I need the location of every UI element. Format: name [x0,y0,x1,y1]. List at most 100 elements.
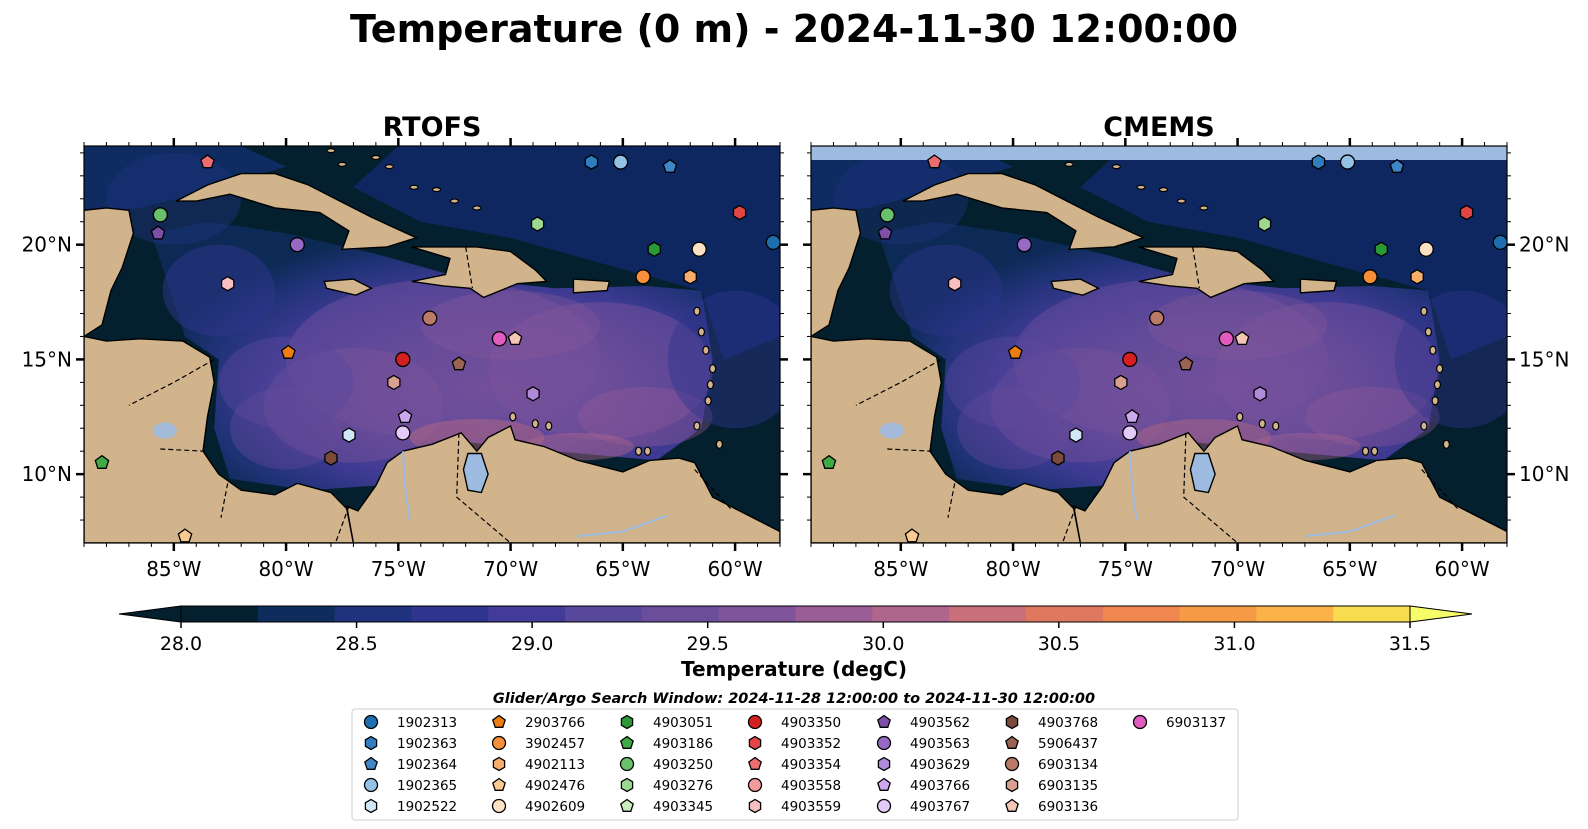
y-tick-label: 20°N [1519,233,1569,257]
island-bahamas [1136,184,1146,190]
x-tick-label: 70°W [1210,557,1265,581]
colorbar-tick-label: 30.0 [862,633,904,655]
island [545,421,553,431]
x-tick-label: 70°W [483,557,538,581]
legend-marker-4903563 [876,735,892,751]
colorbar-segment [1025,606,1104,622]
legend-label: 2903766 [525,715,585,731]
island-bahamas [1199,205,1209,211]
country-border [947,483,956,518]
legend-label: 5906437 [1038,736,1098,752]
legend-marker-1902364 [364,756,378,770]
temperature-eddy [420,290,601,360]
legend-item-1902522: 1902522 [364,798,457,815]
float-marker-6903137 [1218,331,1235,347]
legend-item-4903766: 4903766 [877,777,970,794]
legend-marker-4903354 [748,756,762,770]
float-marker-4902476 [904,528,920,543]
panel-frame-rtofs [83,145,781,544]
colorbar-segment [641,606,720,622]
float-marker-4902476 [177,528,193,543]
country-border [334,506,350,543]
landmass-hispaniola [411,246,549,299]
legend-label: 4903629 [910,757,970,773]
legend-marker-1902365 [363,777,379,793]
colorbar-segment [257,606,336,622]
island-bahamas [326,147,336,154]
colorbar-segment [718,606,797,622]
float-marker-2903766 [1007,344,1023,359]
float-marker-6903134 [422,310,438,326]
float-marker-4903276 [1257,216,1272,232]
temperature-eddy [667,290,780,429]
axes-rtofs: 85°W 80°W 75°W 70°W 65°W 60°W 10°N 15°N 20°N [22,138,788,581]
float-marker-5906437 [451,356,467,371]
atlantic-band [1080,146,1507,360]
island [643,446,652,456]
colorbar-segment [1256,606,1334,622]
country-border [128,358,215,406]
legend-label: 4903276 [653,778,713,794]
legend-label: 4903354 [781,757,841,773]
colorbar-segment [795,606,873,622]
legend-marker-4903559 [748,798,762,814]
float-marker-1902363 [584,154,599,170]
island [509,412,517,422]
colorbar-segment [488,606,566,622]
legend-box [351,708,1239,821]
legend-marker-1902313 [363,714,379,730]
legend-marker-4902476 [492,777,506,791]
legend-item-4903051: 4903051 [620,714,713,731]
island-bahamas [431,187,442,193]
x-tick-label: 75°W [371,557,426,581]
map-panel-rtofs: RTOFS 85°W 80°W 75°W 70°W 65°W 60°W 10°N 15°N 20… [22,111,788,581]
island-bahamas [409,184,419,190]
legend-item-1902364: 1902364 [364,756,457,773]
float-marker-1902364 [1389,158,1405,173]
landmass-yucatan [811,207,862,338]
float-marker-4903629 [526,386,540,402]
legend-label: 1902363 [397,736,457,752]
float-marker-4903768 [324,450,338,466]
island [1433,380,1442,390]
island-bahamas [1176,198,1187,204]
legend-item-6903137: 6903137 [1132,714,1226,731]
colorbar: 28.0 28.5 29.0 29.5 30.0 30.5 31.0 31.5 [118,605,1473,655]
island [715,439,723,449]
colorbar-segment [181,606,259,622]
colorbar-segment [1102,606,1181,622]
temperature-eddy [833,152,969,245]
float-marker-6903134 [1149,310,1165,326]
country-border [456,432,511,543]
country-border [1061,506,1077,543]
float-marker-4903051 [647,241,661,258]
float-marker-4903558 [369,111,383,125]
island [709,363,717,374]
colorbar-segment [334,606,413,622]
legend-label: 1902313 [397,715,457,731]
legend-marker-4903766 [877,777,891,791]
legend-item-4902609: 4902609 [491,798,585,815]
legend-marker-4903350 [747,714,763,730]
colorbar-tick-label: 31.0 [1213,633,1255,655]
colorbar-label: Temperature (degC) [681,657,907,681]
colorbar-extend-low [118,605,182,623]
float-marker-4903562 [877,225,893,240]
river [401,451,411,521]
temperature-eddy [106,152,242,245]
landmass-cuba [175,172,419,251]
island [634,446,643,456]
legend: 1902313 1902363 1902364 1902365 1902522 29037… [363,714,1226,815]
temperature-eddy [889,244,1002,337]
y-tick-label: 20°N [22,233,72,257]
legend-item-4903350: 4903350 [747,714,841,731]
float-marker-4903186 [821,454,837,469]
legend-item-1902313: 1902313 [363,714,457,731]
y-tick-label: 15°N [22,347,72,371]
landmass-southAmerica [345,424,780,543]
legend-label: 4903345 [653,799,713,815]
colorbar-segment [411,606,489,622]
legend-marker-4903051 [620,714,634,730]
island [706,380,715,390]
float-marker-4903354 [200,154,215,169]
